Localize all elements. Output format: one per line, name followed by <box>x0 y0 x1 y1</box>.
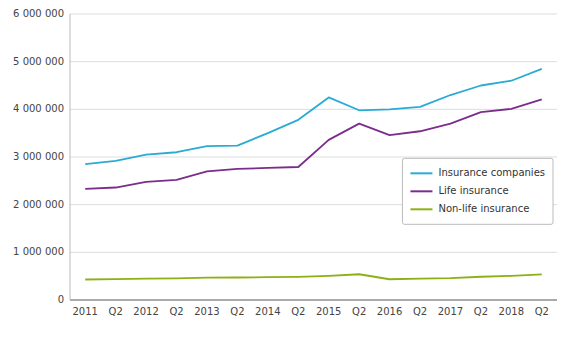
legend-swatch <box>410 208 432 210</box>
legend-label: Life insurance <box>438 185 508 196</box>
x-tick-label: 2012 <box>133 306 158 317</box>
legend-swatch <box>410 172 432 174</box>
y-tick-label: 5 000 000 <box>13 56 64 67</box>
x-tick-label: Q2 <box>291 306 305 317</box>
grid-line <box>70 157 557 158</box>
series-line <box>85 274 542 279</box>
series-line <box>85 69 542 164</box>
x-tick-label: Q2 <box>109 306 123 317</box>
chart: 0 1 000 000 2 000 000 3 000 000 4 000 000 5 0… <box>0 0 567 340</box>
y-tick-label: 0 <box>58 294 64 305</box>
x-tick-label: 2014 <box>255 306 280 317</box>
x-tick-label: Q2 <box>230 306 244 317</box>
x-axis-line <box>70 300 557 301</box>
legend-box <box>402 158 553 224</box>
grid-line <box>70 61 557 62</box>
y-tick-label: 1 000 000 <box>13 246 64 257</box>
x-tick-label: Q2 <box>352 306 366 317</box>
legend-label: Insurance companies <box>438 167 545 178</box>
x-tick-label: 2018 <box>499 306 524 317</box>
legend: Insurance companies Life insurance Non-lif… <box>402 158 553 224</box>
x-tick-label: 2015 <box>316 306 341 317</box>
y-tick-label: 3 000 000 <box>13 151 64 162</box>
grid-line <box>70 14 557 15</box>
y-tick-label: 2 000 000 <box>13 199 64 210</box>
x-tick-label: 2017 <box>438 306 463 317</box>
y-grid <box>70 14 557 300</box>
y-tick-label: 6 000 000 <box>13 8 64 19</box>
y-tick-label: 4 000 000 <box>13 103 64 114</box>
x-tick-label: 2016 <box>377 306 402 317</box>
grid-line <box>70 300 557 301</box>
x-tick-label: Q2 <box>413 306 427 317</box>
x-tick-label: Q2 <box>169 306 183 317</box>
legend-swatch <box>410 190 432 192</box>
grid-line <box>70 252 557 253</box>
x-tick-label: 2011 <box>72 306 97 317</box>
legend-label: Non-life insurance <box>438 203 529 214</box>
x-tick-label: Q2 <box>535 306 549 317</box>
y-axis-line <box>70 14 71 300</box>
x-tick-label: 2013 <box>194 306 219 317</box>
x-tick-label: Q2 <box>474 306 488 317</box>
